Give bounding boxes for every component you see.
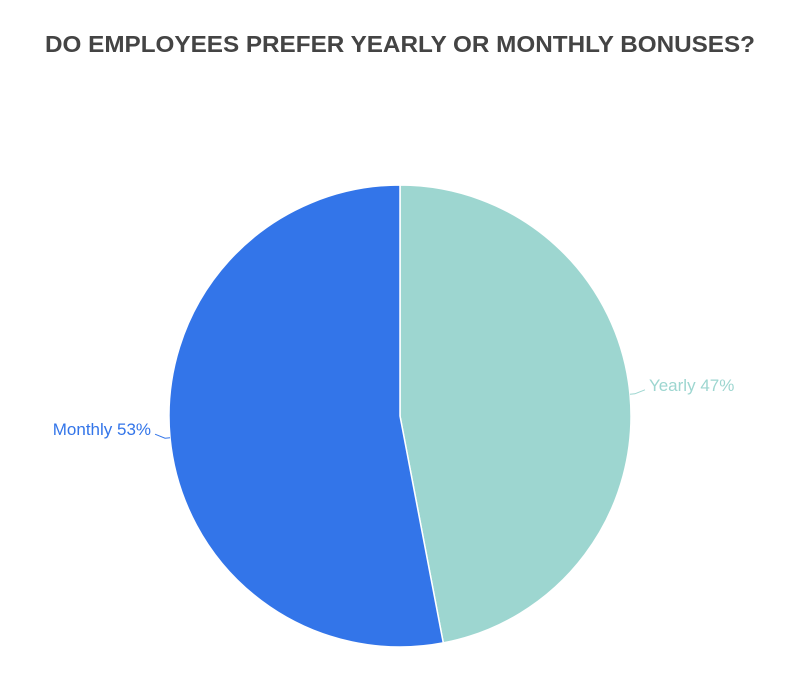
chart-title: DO EMPLOYEES PREFER YEARLY OR MONTHLY BO… bbox=[45, 31, 755, 57]
pie-slice bbox=[399, 184, 632, 644]
label-value: 53% bbox=[117, 421, 151, 440]
data-label: Monthly 53% bbox=[53, 421, 151, 440]
pie-slice bbox=[168, 184, 445, 648]
label-value: 47% bbox=[700, 376, 734, 395]
leader-line bbox=[629, 389, 646, 395]
data-label: Yearly 47% bbox=[649, 376, 734, 395]
leader-line bbox=[154, 433, 171, 439]
label-category: Yearly bbox=[649, 376, 696, 395]
label-category: Monthly bbox=[53, 421, 113, 440]
